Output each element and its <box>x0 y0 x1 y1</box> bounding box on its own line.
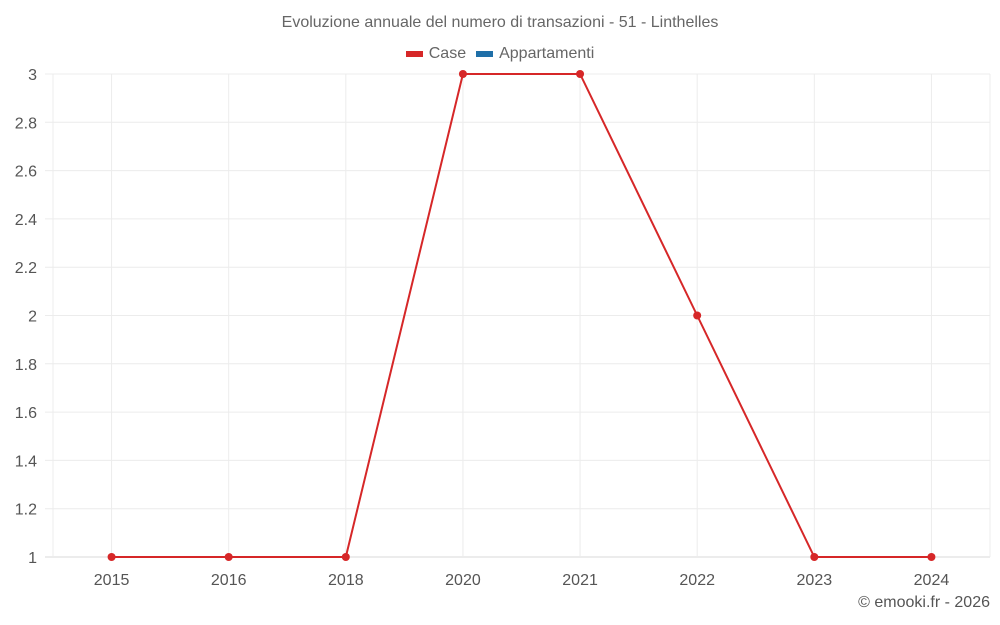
data-point[interactable] <box>810 553 819 561</box>
x-tick-label: 2022 <box>679 572 715 589</box>
grid <box>45 73 991 558</box>
y-tick-label: 2.4 <box>15 212 37 229</box>
y-axis: 1 1.2 1.4 1.6 1.8 2 2.2 2.4 2.6 2.8 3 <box>15 67 37 567</box>
y-tick-label: 2.6 <box>15 164 37 181</box>
data-point[interactable] <box>693 311 702 320</box>
x-axis: 2015 2016 2018 2020 2021 2022 2023 2024 <box>94 572 950 589</box>
legend-swatch-appartamenti <box>476 51 494 57</box>
x-tick-label: 2024 <box>914 572 950 589</box>
y-tick-label: 2.8 <box>15 115 37 132</box>
credit: © emooki.fr - 2026 <box>858 594 990 611</box>
legend: Case Appartamenti <box>0 45 1000 63</box>
legend-item-appartamenti[interactable]: Appartamenti <box>476 45 594 63</box>
data-point[interactable] <box>927 553 936 561</box>
y-tick-label: 1 <box>28 550 37 567</box>
x-tick-label: 2018 <box>328 572 364 589</box>
data-point[interactable] <box>458 70 467 78</box>
y-tick-label: 3 <box>28 67 37 84</box>
y-tick-label: 1.2 <box>15 502 37 519</box>
series-case <box>107 70 936 561</box>
x-tick-label: 2020 <box>445 572 481 589</box>
chart-title: Evoluzione annuale del numero di transaz… <box>281 14 719 31</box>
legend-label-case: Case <box>428 45 467 62</box>
x-tick-label: 2021 <box>562 572 598 589</box>
x-tick-label: 2016 <box>211 572 247 589</box>
y-tick-label: 1.4 <box>15 453 37 470</box>
y-tick-label: 1.6 <box>15 405 37 422</box>
legend-label-appartamenti: Appartamenti <box>499 45 595 62</box>
data-point[interactable] <box>341 553 350 561</box>
x-tick-label: 2015 <box>94 572 130 589</box>
x-tick-label: 2023 <box>797 572 833 589</box>
data-point[interactable] <box>224 553 233 561</box>
y-tick-label: 1.8 <box>15 357 37 374</box>
y-tick-label: 2 <box>28 309 37 326</box>
y-tick-label: 2.2 <box>15 260 37 277</box>
legend-item-case[interactable]: Case <box>405 45 467 63</box>
data-point[interactable] <box>107 553 116 561</box>
legend-swatch-case <box>405 51 423 57</box>
data-point[interactable] <box>576 70 585 78</box>
